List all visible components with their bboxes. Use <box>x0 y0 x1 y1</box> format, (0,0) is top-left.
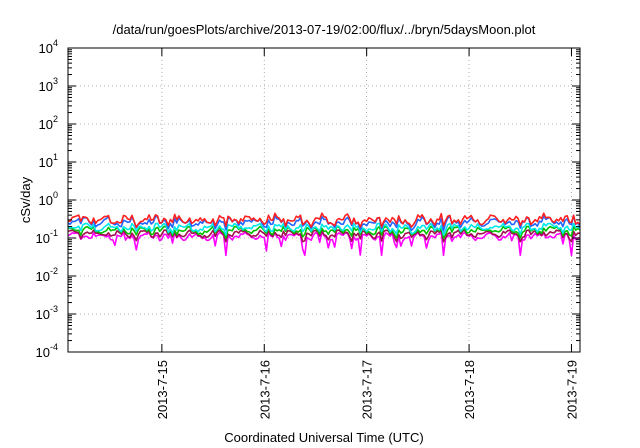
y-tick-label: 10-3 <box>36 304 58 322</box>
series-line-5 <box>67 212 581 228</box>
chart-title: /data/run/goesPlots/archive/2013-07-19/0… <box>113 22 536 37</box>
y-tick-label: 100 <box>39 190 58 208</box>
series-group <box>67 212 581 257</box>
y-tick-label: 102 <box>39 114 58 132</box>
x-tick-label: 2013-7-18 <box>462 360 477 419</box>
y-axis: 10-4 10-3 10-2 10-1 100 101 102 103 104 <box>36 38 580 360</box>
x-tick-label: 2013-7-15 <box>155 360 170 419</box>
x-axis: 2013-7-15 2013-7-16 2013-7-17 2013-7-18 2013… <box>155 48 579 419</box>
x-axis-label: Coordinated Universal Time (UTC) <box>224 430 423 445</box>
y-tick-label: 10-4 <box>36 342 58 360</box>
x-tick-label: 2013-7-17 <box>360 360 375 419</box>
y-tick-label: 103 <box>39 76 58 94</box>
series-line-0 <box>67 231 581 257</box>
y-tick-label: 101 <box>39 152 58 170</box>
series-line-1 <box>67 229 581 243</box>
series-line-3 <box>67 222 581 236</box>
series-line-4 <box>67 214 581 232</box>
grid <box>68 48 580 352</box>
y-tick-label: 10-2 <box>36 266 58 284</box>
x-tick-label: 2013-7-19 <box>564 360 579 419</box>
x-tick-label: 2013-7-16 <box>257 360 272 419</box>
y-axis-label: cSv/day <box>18 176 33 223</box>
y-tick-label: 104 <box>39 38 58 56</box>
y-tick-label: 10-1 <box>36 228 58 246</box>
series-line-2 <box>67 225 581 239</box>
